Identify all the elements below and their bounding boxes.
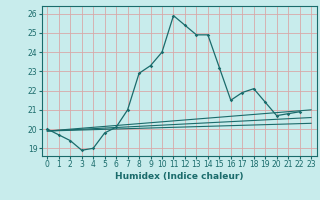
X-axis label: Humidex (Indice chaleur): Humidex (Indice chaleur) <box>115 172 244 181</box>
